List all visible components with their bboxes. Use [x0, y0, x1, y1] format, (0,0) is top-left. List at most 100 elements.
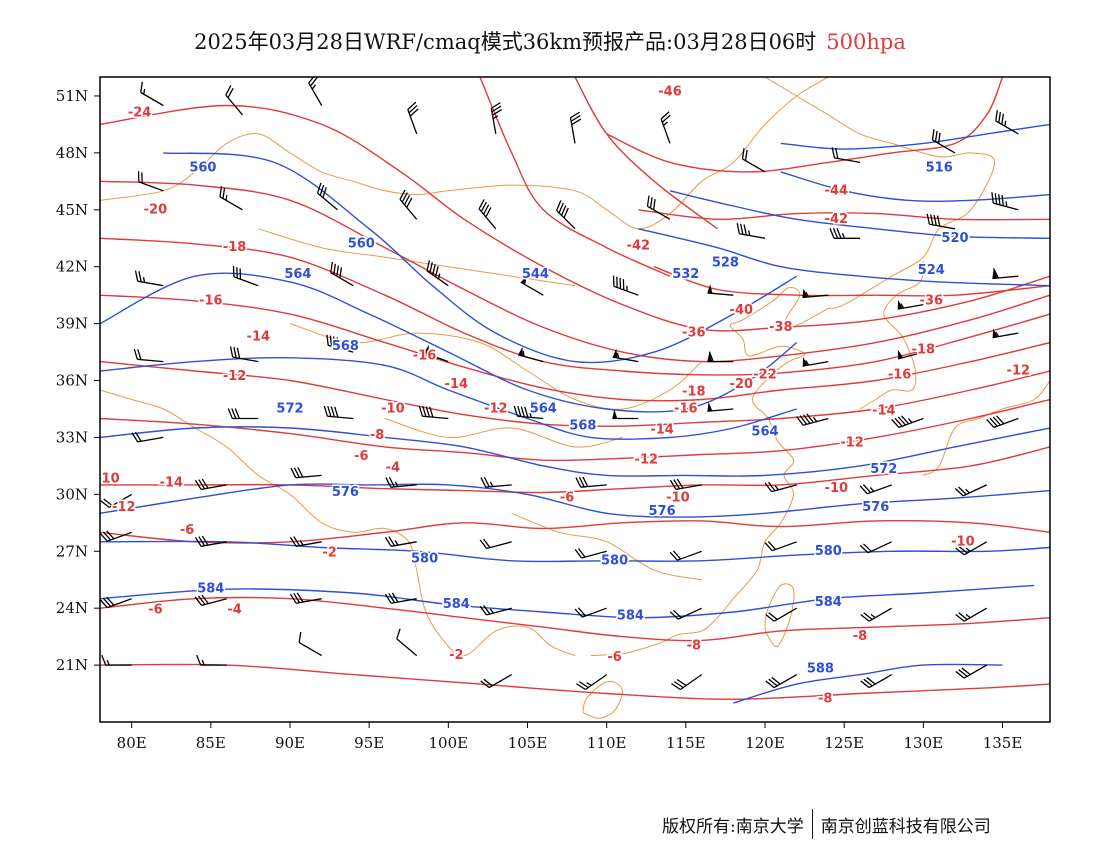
wind-barb [100, 493, 133, 508]
wind-barbs [100, 77, 1019, 691]
wind-barb [426, 260, 449, 287]
temperature-label: -10 [825, 481, 849, 496]
wind-barb [576, 674, 608, 691]
wind-barb [612, 275, 639, 296]
wind-barb [219, 186, 243, 211]
wind-barb [829, 228, 860, 239]
y-tick-label: 30N [56, 485, 88, 503]
wind-barb [289, 536, 322, 547]
wind-barb [765, 674, 798, 689]
border-line [923, 380, 1050, 476]
wind-barb [612, 409, 639, 420]
height-label: 584 [443, 597, 470, 612]
temperature-label: -18 [912, 343, 936, 358]
height-label: 560 [189, 161, 216, 176]
temperature-label: -14 [650, 422, 674, 437]
border-line [582, 680, 624, 719]
temperature-contour [100, 446, 1050, 494]
temperature-label: -2 [449, 648, 463, 663]
wind-barb [802, 356, 829, 367]
wind-barb [518, 346, 544, 363]
wind-barb [227, 408, 259, 420]
wind-barb [399, 189, 418, 220]
temperature-contour [100, 180, 1050, 363]
wind-barb [513, 405, 544, 420]
wind-barb [995, 110, 1019, 135]
temperature-contour [100, 596, 1050, 642]
wind-barb [229, 346, 259, 363]
temperature-label: -46 [658, 85, 682, 100]
temperature-label: -16 [413, 348, 437, 363]
wind-barb [323, 405, 354, 420]
wind-barb [232, 266, 259, 287]
wind-barb [480, 674, 513, 689]
temperature-label: -40 [730, 303, 754, 318]
wind-barb [764, 541, 797, 552]
wind-barb [669, 550, 702, 561]
wind-barb [612, 348, 639, 363]
temperature-contour [606, 77, 1004, 173]
temperature-label: -12 [840, 436, 864, 451]
wind-barb [831, 147, 861, 164]
wind-barb [316, 182, 338, 211]
wind-barb [660, 111, 671, 144]
temperature-label: -24 [128, 106, 152, 121]
x-tick-label: 125E [824, 734, 864, 752]
height-contour [100, 426, 1050, 477]
wind-barb [490, 102, 502, 135]
x-tick-label: 90E [275, 734, 305, 752]
height-label: 576 [862, 500, 889, 515]
height-contour [100, 356, 797, 440]
wind-barb [796, 413, 829, 426]
temperature-label: -12 [223, 369, 247, 384]
wind-barb [891, 415, 924, 429]
title-level: 500hpa [826, 30, 906, 54]
height-contour [100, 272, 798, 413]
height-contour [100, 584, 1035, 619]
x-tick-label: 105E [508, 734, 548, 752]
x-tick-label: 95E [354, 734, 384, 752]
height-label: 568 [332, 339, 359, 354]
temperature-label: -8 [370, 428, 384, 443]
wind-barb [669, 478, 702, 491]
border-line [590, 286, 829, 657]
wind-barb [480, 476, 512, 488]
wind-barb [137, 171, 164, 192]
wind-barb [646, 195, 671, 220]
temperature-contour [100, 104, 1050, 332]
wind-barb [575, 476, 607, 488]
temperature-label: -12 [635, 453, 659, 468]
wind-barb [897, 349, 924, 360]
wind-barb [308, 77, 323, 106]
height-label: 572 [276, 402, 303, 417]
height-label: 568 [569, 419, 596, 434]
temperature-label: -6 [607, 650, 621, 665]
temperature-label: -6 [354, 449, 368, 464]
y-tick-label: 27N [56, 542, 88, 560]
border-line [258, 228, 576, 287]
temperature-label: -16 [888, 367, 912, 382]
wind-barb [330, 261, 354, 287]
wind-barb [569, 111, 582, 144]
company-text: 南京创蓝科技有限公司 [820, 816, 991, 837]
country-borders [100, 77, 1050, 719]
y-tick-label: 48N [56, 144, 88, 162]
height-contour [780, 123, 1050, 150]
y-tick-label: 42N [56, 258, 88, 276]
wind-barb [556, 200, 576, 230]
border-line [859, 260, 924, 410]
temperature-label: -2 [322, 546, 336, 561]
temperature-label: -42 [627, 238, 651, 253]
height-label: 580 [601, 553, 628, 568]
wind-barb [385, 476, 417, 488]
y-tick-label: 24N [56, 599, 88, 617]
height-label: 544 [522, 267, 549, 282]
temperature-label: -20 [144, 202, 168, 217]
wind-barb [196, 654, 227, 666]
y-tick-label: 33N [56, 428, 88, 446]
temperature-label: -42 [825, 212, 849, 227]
wind-barb [298, 631, 323, 657]
height-label: 564 [284, 267, 311, 282]
y-tick-label: 21N [56, 656, 88, 674]
